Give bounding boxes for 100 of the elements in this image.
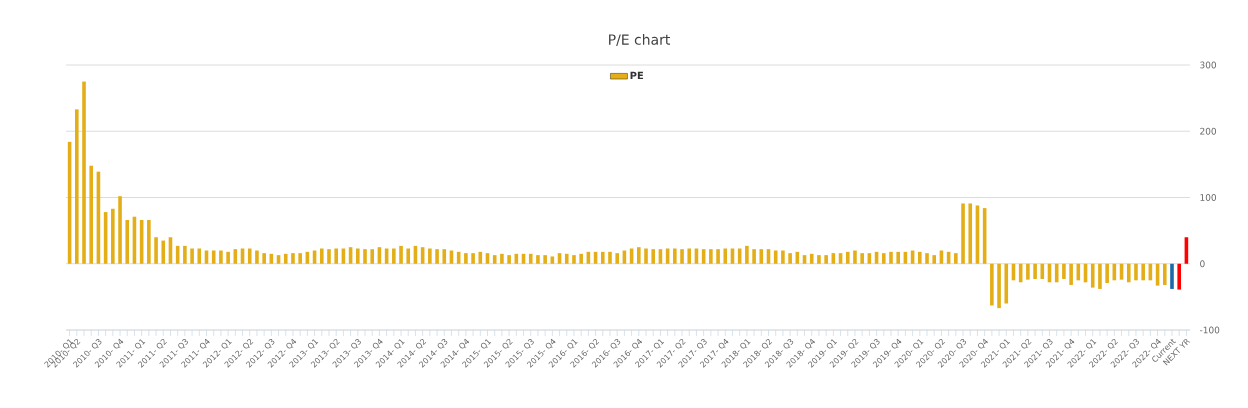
bar <box>283 253 288 264</box>
bar <box>990 263 994 306</box>
bar <box>183 245 187 264</box>
bar <box>111 208 115 264</box>
bar <box>961 203 965 264</box>
bar <box>860 253 864 264</box>
bar <box>673 248 677 264</box>
bar <box>680 249 684 264</box>
bar <box>435 249 439 264</box>
legend-label: PE <box>630 71 644 80</box>
bar <box>564 253 569 264</box>
bar <box>608 251 612 264</box>
bar <box>723 248 728 264</box>
bar <box>781 250 785 264</box>
bar <box>932 255 937 264</box>
bar <box>536 255 540 264</box>
bar <box>262 253 266 264</box>
bar <box>968 203 973 264</box>
bar <box>889 251 893 264</box>
bar <box>809 253 814 264</box>
bar <box>147 220 151 264</box>
y-tick-label: -100 <box>1199 326 1220 334</box>
bar <box>752 249 756 264</box>
bar <box>644 248 648 264</box>
bar <box>759 249 764 264</box>
bar <box>291 253 295 264</box>
bar <box>615 253 619 264</box>
bar <box>824 255 828 264</box>
bar <box>356 248 360 264</box>
bar <box>1177 263 1181 290</box>
bar <box>334 248 338 264</box>
bar <box>82 81 86 264</box>
bar <box>853 250 857 264</box>
bar <box>572 255 576 264</box>
bar <box>125 220 130 264</box>
bar <box>406 248 411 264</box>
bar <box>651 249 656 264</box>
y-tick-label: 200 <box>1200 127 1217 135</box>
bar <box>528 253 533 264</box>
bar <box>500 253 504 264</box>
bar <box>1162 263 1167 285</box>
bar <box>600 251 605 264</box>
bar <box>1033 263 1037 279</box>
bar <box>1004 263 1009 304</box>
bar <box>226 251 230 264</box>
bar <box>255 250 259 264</box>
bar <box>190 248 194 264</box>
bar <box>543 255 547 264</box>
bar <box>1141 263 1145 281</box>
bar <box>464 253 468 264</box>
bar <box>118 196 122 264</box>
bar <box>211 250 216 264</box>
bar <box>327 249 331 264</box>
bar <box>716 249 720 264</box>
bar <box>817 255 821 264</box>
bar <box>363 249 367 264</box>
bar <box>918 251 922 264</box>
bar <box>161 240 166 264</box>
bar <box>478 251 483 264</box>
bar <box>197 248 202 264</box>
bar <box>319 248 324 264</box>
bar <box>925 253 929 264</box>
bar <box>997 263 1001 309</box>
bar <box>1098 263 1102 289</box>
bar <box>709 249 713 264</box>
bar <box>954 253 958 264</box>
y-tick-label: 300 <box>1200 61 1217 69</box>
bar <box>247 248 252 264</box>
chart-title: P/E chart <box>609 34 670 46</box>
bar <box>881 253 886 264</box>
bar <box>471 253 475 264</box>
bar <box>399 245 403 264</box>
y-tick-label: 0 <box>1200 260 1205 268</box>
bar <box>1105 263 1109 283</box>
y-tick-label: 100 <box>1200 194 1217 201</box>
bar <box>442 249 447 264</box>
bar <box>492 255 497 264</box>
bar <box>1054 263 1059 283</box>
bar <box>687 248 692 264</box>
bar <box>788 253 792 264</box>
bar <box>637 247 641 264</box>
bar <box>1134 263 1138 281</box>
bar <box>745 245 749 264</box>
bar <box>219 250 223 264</box>
bar <box>75 109 79 264</box>
bar <box>1090 263 1095 288</box>
bar <box>298 253 302 264</box>
bar <box>428 248 432 264</box>
bar <box>370 249 375 264</box>
bar <box>896 251 900 264</box>
bar <box>1026 263 1030 280</box>
bar <box>845 251 850 264</box>
bar <box>579 253 583 264</box>
bar <box>1040 263 1045 279</box>
bar <box>1126 263 1131 283</box>
bar <box>507 255 511 264</box>
bar <box>550 256 555 264</box>
bar <box>89 165 94 264</box>
bar <box>154 237 158 264</box>
bar <box>392 248 396 264</box>
